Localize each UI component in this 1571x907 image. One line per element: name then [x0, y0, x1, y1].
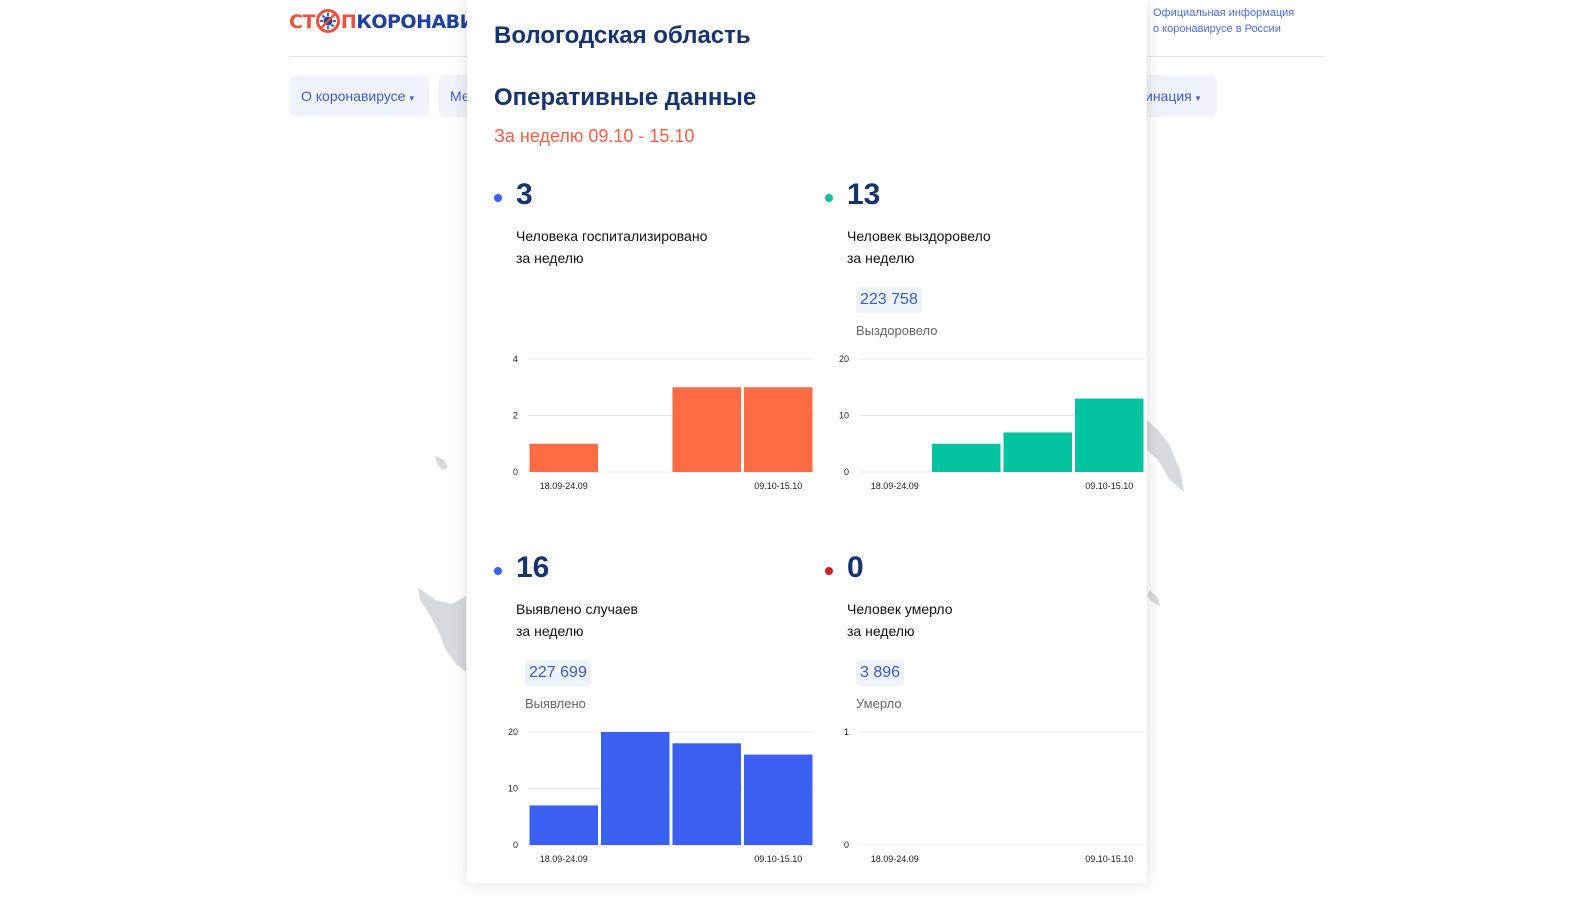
stat-value: 0 [847, 551, 864, 584]
chart-y-tick-label: 1 [844, 727, 849, 737]
map-shape-west [418, 588, 466, 672]
chart-bar [744, 754, 813, 845]
stat-cases: 16 Выявлено случаев за неделю 227 699 Вы… [494, 547, 824, 907]
chart-x-tick-label: 18.09-24.09 [871, 481, 919, 491]
stat-desc-line1: Выявлено случаев [516, 601, 638, 617]
map-shape-west-small [436, 456, 448, 470]
chart-y-tick-label: 0 [513, 467, 518, 477]
stat-description: Человека госпитализировано за неделю [516, 226, 796, 269]
chart-bar [601, 732, 670, 845]
nav-about-label: О коронавирусе [301, 88, 406, 104]
chart-bar [1003, 432, 1072, 472]
stat-hospitalized: 3 Человека госпитализировано за неделю 0… [494, 174, 824, 534]
stat-dot [494, 194, 502, 202]
official-info-line1: Официальная информация [1153, 7, 1295, 19]
chart-hospitalized: 0 2 4 18.09-24.09 09.10-15.10 [513, 354, 814, 491]
chart-y-tick-label: 10 [839, 411, 849, 421]
nav-vaccination[interactable]: инация ▾ [1133, 75, 1217, 117]
total-label: Выздоровело [856, 323, 938, 338]
chart-bar [672, 743, 741, 845]
logo-text-st: СТ [289, 11, 315, 33]
stat-dot [825, 194, 833, 202]
stat-recovered: 13 Человек выздоровело за неделю 223 758… [825, 174, 1155, 534]
total-value: 223 758 [856, 287, 922, 313]
chart-bar [1075, 398, 1144, 472]
chart-y-tick-label: 2 [513, 411, 518, 421]
nav-about-coronavirus[interactable]: О коронавирусе ▾ [289, 75, 429, 117]
chart-y-tick-label: 0 [513, 840, 518, 850]
nav-vaccination-label: инация [1145, 88, 1192, 104]
chart-deaths: 0 1 18.09-24.09 09.10-15.10 [844, 727, 1145, 864]
map-shape-east-small [1147, 590, 1160, 606]
total-value: 227 699 [525, 660, 591, 686]
region-title: Вологодская область [494, 22, 751, 49]
nav-measures-label: Ме [450, 88, 470, 104]
total-label: Умерло [856, 696, 902, 711]
region-panel: Вологодская область Оперативные данные З… [467, 0, 1147, 883]
stat-description: Человек выздоровело за неделю [847, 226, 1127, 269]
stat-desc-line2: за неделю [847, 622, 915, 639]
chart-y-tick-label: 0 [844, 840, 849, 850]
section-title: Оперативные данные [494, 84, 757, 111]
logo-text-koronavi: КОРОНАВИ [356, 11, 476, 33]
chart-x-tick-label: 09.10-15.10 [754, 481, 802, 491]
chart-y-tick-label: 4 [513, 354, 518, 364]
chart-recovered: 0 10 20 18.09-24.09 09.10-15.10 [839, 354, 1145, 491]
stat-value: 16 [516, 551, 550, 584]
chart-y-tick-label: 20 [839, 354, 849, 364]
chart-y-tick-label: 0 [844, 467, 849, 477]
chart-x-tick-label: 09.10-15.10 [1085, 481, 1133, 491]
stat-value: 3 [516, 178, 533, 211]
total-label: Выявлено [525, 696, 586, 711]
chart-bar [529, 805, 598, 845]
stat-description: Человек умерло за неделю [847, 599, 1127, 642]
stat-desc-line1: Человек умерло [847, 601, 953, 617]
background-map [418, 420, 1184, 672]
chevron-down-icon: ▾ [409, 93, 414, 103]
stat-desc-line2: за неделю [516, 249, 584, 266]
chart-cases: 0 10 20 18.09-24.09 09.10-15.10 [508, 727, 814, 864]
chart-bar [672, 387, 741, 472]
map-shape-east [1147, 420, 1184, 492]
stat-description: Выявлено случаев за неделю [516, 599, 796, 642]
stat-desc-line1: Человека госпитализировано [516, 228, 708, 244]
chart-y-tick-label: 20 [508, 727, 518, 737]
chevron-down-icon: ▾ [1195, 93, 1201, 103]
logo-text-p: П [340, 11, 357, 33]
stat-dot [494, 567, 502, 575]
stat-value: 13 [847, 178, 881, 211]
chart-x-tick-label: 09.10-15.10 [754, 854, 802, 864]
stat-desc-line2: за неделю [847, 249, 915, 266]
total-value: 3 896 [856, 660, 905, 686]
site-logo[interactable]: СТ ПКОРОНАВИ [289, 8, 476, 34]
period-label: За неделю 09.10 - 15.10 [494, 126, 695, 146]
chart-bar [932, 443, 1001, 472]
virus-stop-icon [315, 9, 340, 33]
stat-dot [825, 567, 833, 575]
chart-bar [529, 443, 598, 472]
chart-bar [744, 387, 813, 472]
chart-y-tick-label: 10 [508, 784, 518, 794]
stat-deaths: 0 Человек умерло за неделю 3 896 Умерло … [825, 547, 1155, 907]
chart-x-tick-label: 09.10-15.10 [1085, 854, 1133, 864]
chart-x-tick-label: 18.09-24.09 [871, 854, 919, 864]
stat-desc-line2: за неделю [516, 622, 584, 639]
chart-x-tick-label: 18.09-24.09 [540, 481, 588, 491]
stat-desc-line1: Человек выздоровело [847, 228, 991, 244]
official-info-line2: о коронавирусе в России [1153, 23, 1281, 35]
official-info-link[interactable]: Официальная информация о коронавирусе в … [1153, 5, 1294, 37]
chart-x-tick-label: 18.09-24.09 [540, 854, 588, 864]
